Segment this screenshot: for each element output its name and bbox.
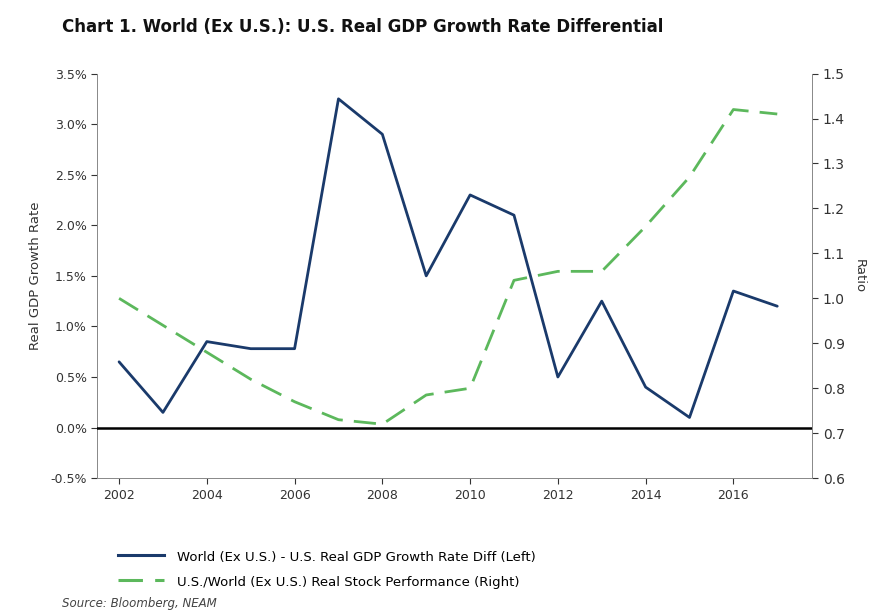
Text: Chart 1. World (Ex U.S.): U.S. Real GDP Growth Rate Differential: Chart 1. World (Ex U.S.): U.S. Real GDP …	[62, 18, 663, 36]
Legend: World (Ex U.S.) - U.S. Real GDP Growth Rate Diff (Left), U.S./World (Ex U.S.) Re: World (Ex U.S.) - U.S. Real GDP Growth R…	[112, 544, 541, 594]
Text: Source: Bloomberg, NEAM: Source: Bloomberg, NEAM	[62, 597, 216, 610]
Y-axis label: Real GDP Growth Rate: Real GDP Growth Rate	[29, 202, 42, 350]
Y-axis label: Ratio: Ratio	[853, 259, 866, 293]
